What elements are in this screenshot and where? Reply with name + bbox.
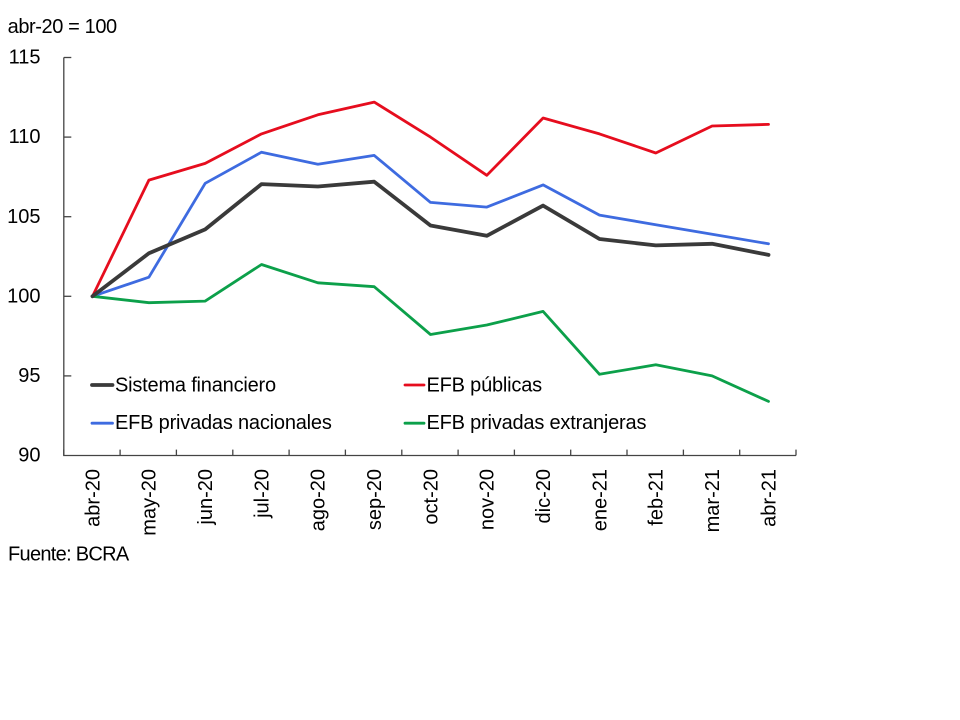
svg-text:mar-21: mar-21 [702, 469, 724, 532]
svg-text:abr-20: abr-20 [82, 469, 104, 527]
svg-text:jul-20: jul-20 [251, 469, 273, 519]
svg-text:110: 110 [9, 126, 41, 148]
svg-text:Sistema financiero: Sistema financiero [115, 375, 276, 397]
svg-text:sep-20: sep-20 [364, 469, 386, 530]
svg-text:105: 105 [7, 206, 40, 228]
svg-text:EFB privadas nacionales: EFB privadas nacionales [115, 412, 332, 434]
svg-text:jun-20: jun-20 [195, 469, 217, 526]
svg-text:nov-20: nov-20 [477, 469, 499, 530]
svg-text:100: 100 [7, 285, 40, 307]
svg-text:may-20: may-20 [139, 469, 161, 536]
svg-text:115: 115 [9, 47, 41, 69]
svg-text:EFB públicas: EFB públicas [427, 375, 543, 397]
svg-text:ene-21: ene-21 [589, 469, 611, 531]
svg-text:oct-20: oct-20 [420, 469, 442, 525]
svg-text:feb-21: feb-21 [646, 469, 668, 526]
svg-text:ago-20: ago-20 [308, 469, 330, 531]
svg-text:dic-20: dic-20 [533, 469, 555, 523]
svg-text:Fuente: BCRA: Fuente: BCRA [8, 544, 130, 566]
svg-text:90: 90 [18, 445, 40, 467]
svg-text:abr-20 = 100: abr-20 = 100 [8, 16, 117, 38]
svg-text:EFB privadas extranjeras: EFB privadas extranjeras [427, 412, 647, 434]
svg-text:abr-21: abr-21 [758, 469, 780, 527]
svg-text:95: 95 [18, 365, 40, 387]
